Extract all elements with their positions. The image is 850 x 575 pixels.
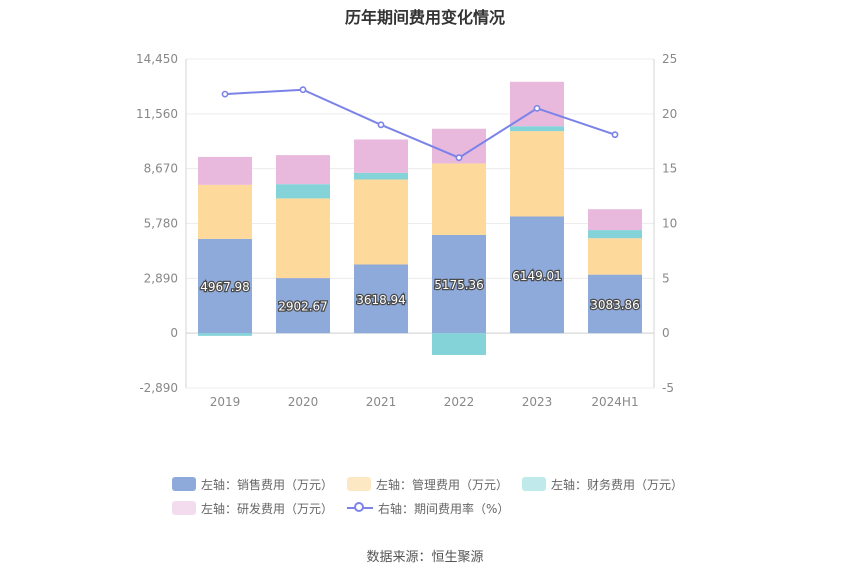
rate-point-2022	[455, 154, 463, 162]
data-label-sales: 5175.36	[434, 278, 484, 292]
data-label-sales: 3618.94	[356, 293, 406, 307]
bar-rnd-2020	[276, 155, 330, 185]
bar-admin-2024H1	[588, 238, 642, 275]
legend-swatch-sales	[172, 477, 196, 491]
rate-point-2020	[299, 86, 307, 94]
bar-finance-2020	[276, 184, 330, 199]
bar-sales-2024H1	[588, 274, 642, 334]
x-tick-label: 2021	[366, 395, 397, 409]
bar-sales-2022	[432, 234, 486, 334]
bar-rnd-2019	[198, 156, 252, 185]
rate-point-2023	[533, 104, 541, 112]
bar-finance-2019	[198, 333, 252, 336]
left-tick-label: 2,890	[144, 271, 178, 285]
legend-item-admin[interactable]: 左轴：管理费用（万元）	[347, 476, 508, 493]
data-label-sales: 2902.67	[278, 300, 328, 314]
legend-label-rate: 右轴：期间费用率（%）	[378, 501, 510, 516]
right-tick-label: 5	[662, 271, 670, 285]
legend-swatch-rate-icon	[347, 501, 374, 515]
left-tick-label: 8,670	[144, 162, 178, 176]
legend: 左轴：销售费用（万元） 左轴：管理费用（万元） 左轴：财务费用（万元） 左轴：研…	[172, 472, 712, 520]
bar-admin-2023	[510, 131, 564, 217]
x-tick-label: 2023	[522, 395, 553, 409]
bar-finance-2021	[354, 172, 408, 180]
x-tick-label: 2024H1	[591, 395, 638, 409]
legend-label-sales: 左轴：销售费用（万元）	[201, 477, 334, 492]
source-note: 数据来源：恒生聚源	[366, 550, 484, 565]
bar-sales-2021	[354, 264, 408, 334]
rate-line	[224, 88, 616, 159]
bar-admin-2020	[276, 198, 330, 279]
right-tick-label: 10	[662, 217, 677, 231]
legend-item-rate[interactable]: 右轴：期间费用率（%）	[347, 500, 509, 517]
bar-sales-2023	[510, 216, 564, 334]
left-tick-label: 14,450	[136, 52, 178, 66]
legend-label-admin: 左轴：管理费用（万元）	[376, 477, 509, 492]
right-tick-label: 0	[662, 326, 670, 340]
bar-rnd-2021	[354, 139, 408, 173]
legend-item-rnd[interactable]: 左轴：研发费用（万元）	[172, 500, 333, 517]
left-tick-label: -2,890	[139, 381, 178, 395]
legend-swatch-rnd	[172, 501, 196, 515]
chart-title: 历年期间费用变化情况	[344, 8, 505, 27]
rate-point-2021	[377, 121, 385, 129]
data-label-sales: 4967.98	[200, 280, 250, 294]
left-tick-label: 0	[170, 326, 178, 340]
bar-sales-2020	[276, 278, 330, 334]
bar-admin-2022	[432, 163, 486, 235]
legend-item-finance[interactable]: 左轴：财务费用（万元）	[522, 476, 683, 493]
rate-point-2019	[221, 90, 229, 98]
bar-sales-2019	[198, 238, 252, 334]
legend-item-sales[interactable]: 左轴：销售费用（万元）	[172, 476, 333, 493]
bar-finance-2024H1	[588, 230, 642, 239]
legend-swatch-admin	[347, 477, 372, 491]
right-tick-label: 20	[662, 107, 677, 121]
bar-admin-2019	[198, 184, 252, 239]
right-tick-label: 15	[662, 162, 677, 176]
bar-finance-2022	[432, 333, 486, 355]
x-tick-label: 2020	[288, 395, 319, 409]
x-tick-label: 2022	[444, 395, 475, 409]
data-label-sales: 6149.01	[512, 269, 562, 283]
data-label-sales: 3083.86	[590, 298, 640, 312]
right-tick-label: -5	[662, 381, 674, 395]
left-tick-label: 11,560	[136, 107, 178, 121]
bar-finance-2023	[510, 126, 564, 132]
bar-admin-2021	[354, 179, 408, 265]
right-tick-label: 25	[662, 52, 677, 66]
legend-label-finance: 左轴：财务费用（万元）	[551, 477, 684, 492]
x-tick-label: 2019	[210, 395, 241, 409]
legend-label-rnd: 左轴：研发费用（万元）	[201, 501, 334, 516]
bar-rnd-2024H1	[588, 209, 642, 231]
legend-swatch-finance	[522, 477, 547, 491]
rate-point-2024H1	[611, 131, 619, 139]
left-tick-label: 5,780	[144, 217, 178, 231]
